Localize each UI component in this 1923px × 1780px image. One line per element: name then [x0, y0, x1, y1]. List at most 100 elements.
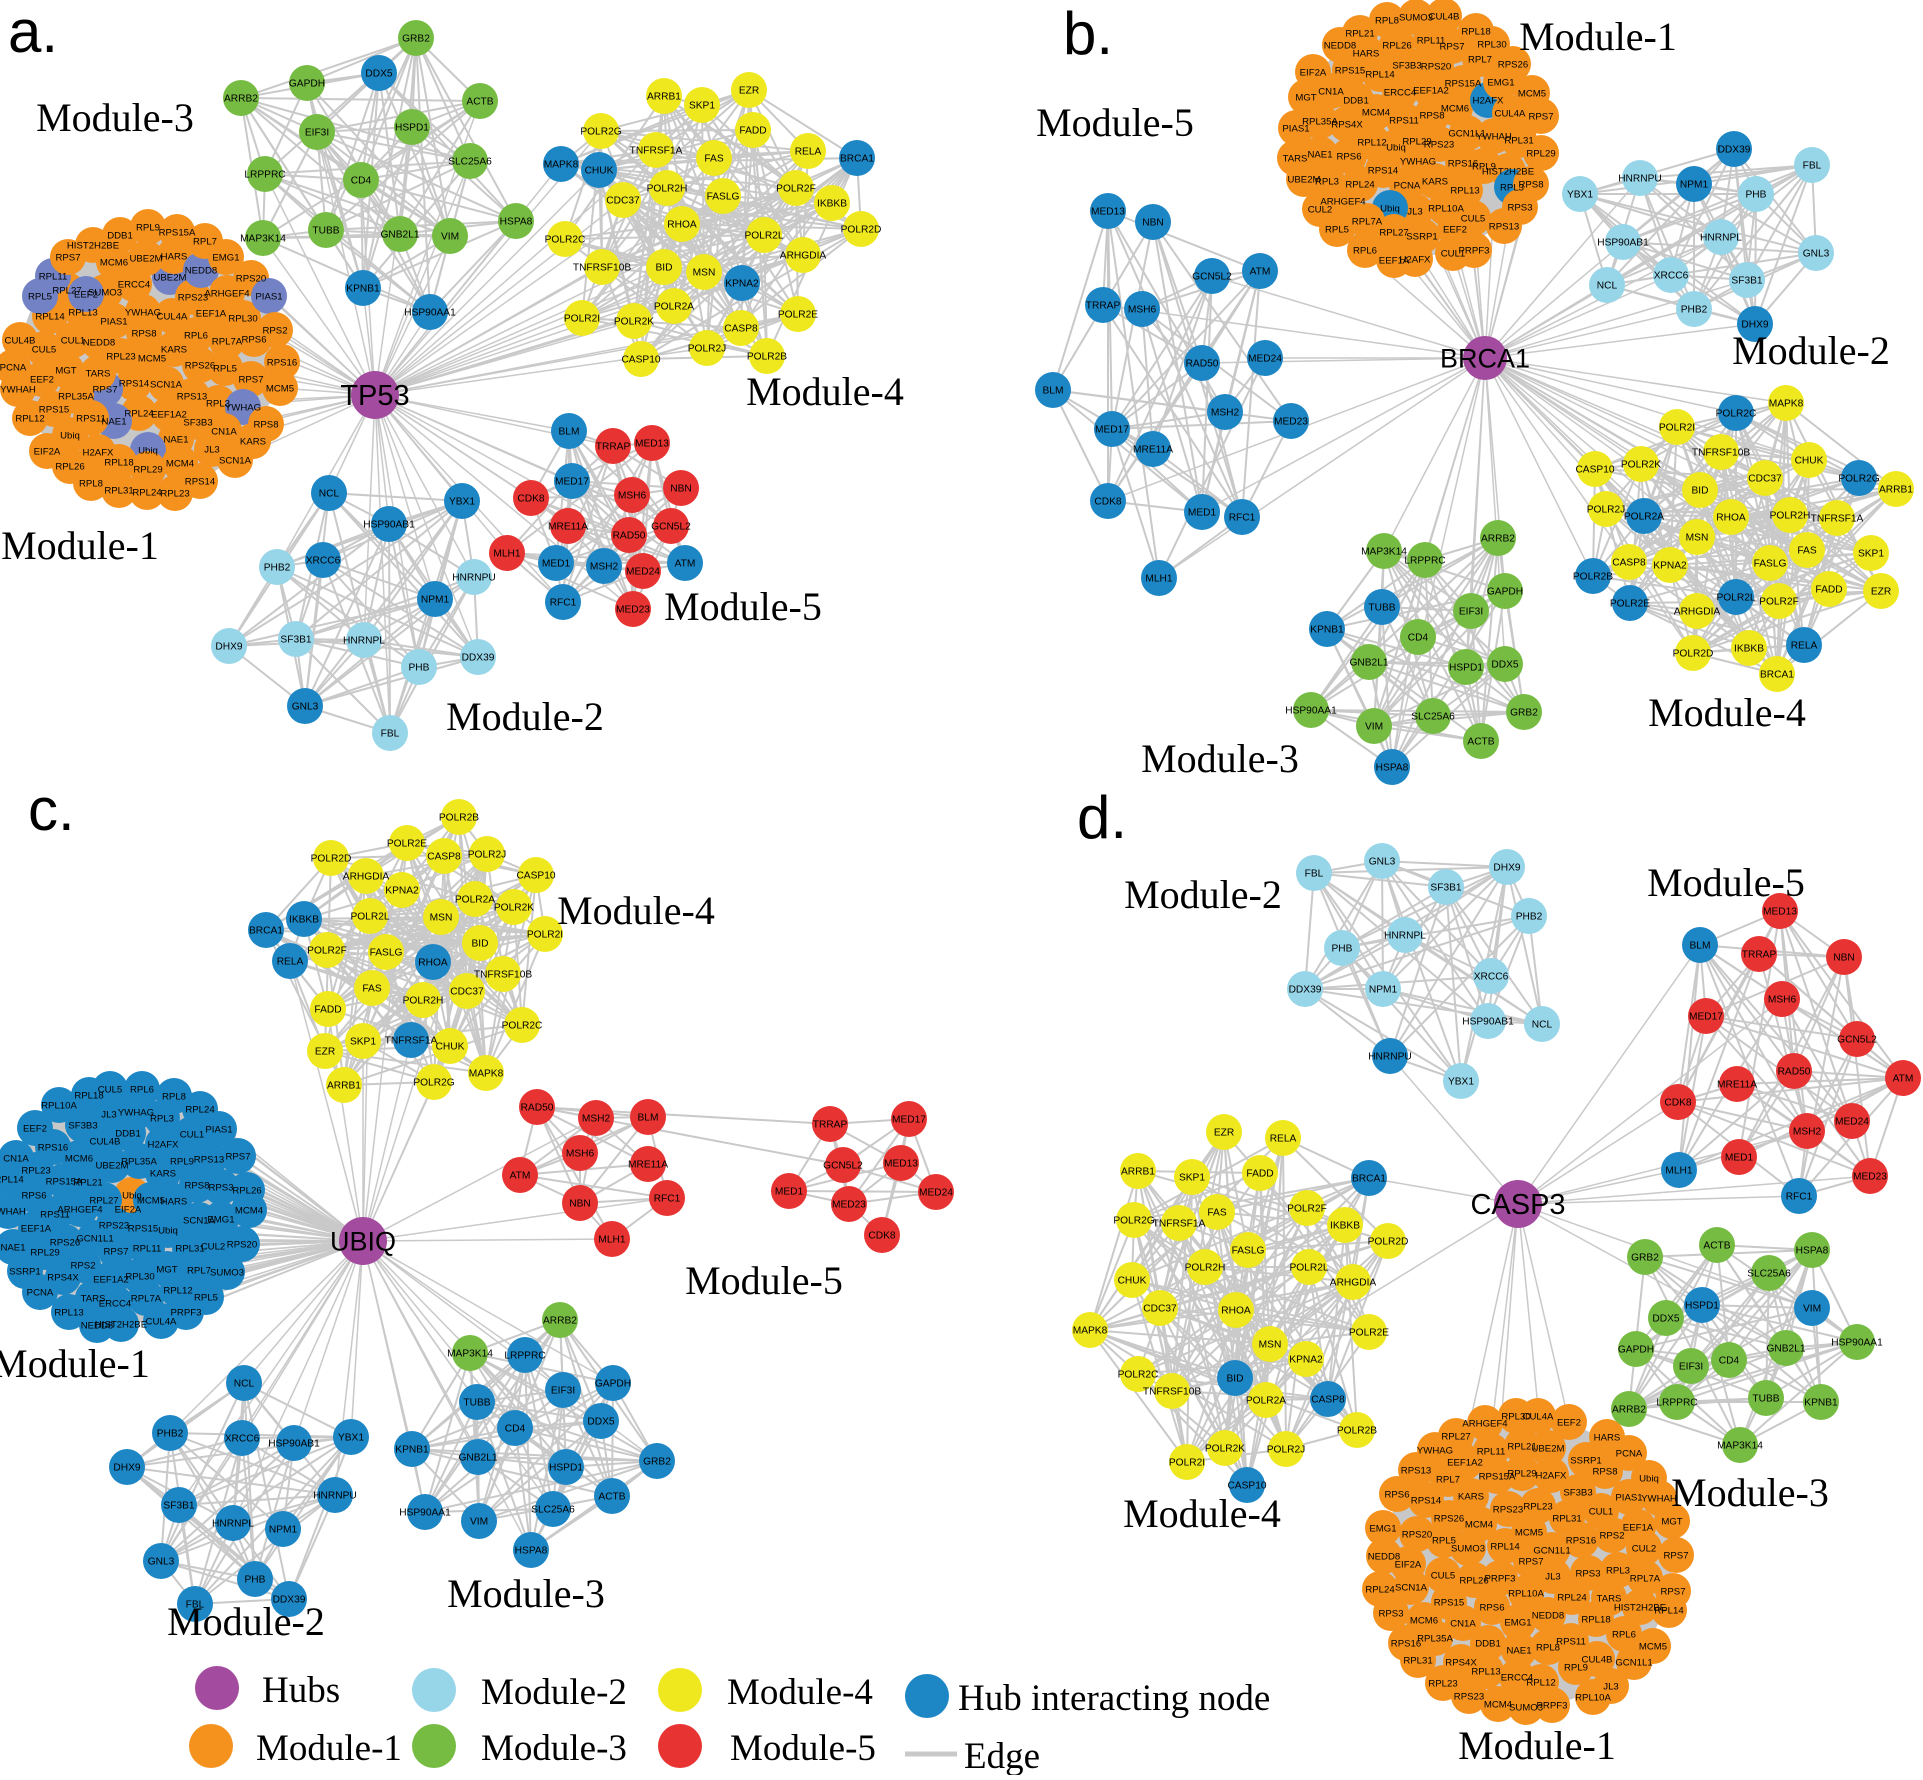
svg-text:RPL24: RPL24 — [124, 408, 154, 419]
svg-text:RPL21: RPL21 — [1507, 1441, 1536, 1452]
svg-text:RPL3: RPL3 — [1315, 176, 1339, 187]
svg-text:RPS15: RPS15 — [128, 1223, 158, 1234]
svg-text:UBE2M: UBE2M — [153, 272, 186, 283]
svg-text:EEF1A: EEF1A — [196, 308, 227, 319]
svg-text:NPM1: NPM1 — [421, 595, 450, 606]
svg-text:HIST2H2BE: HIST2H2BE — [95, 1319, 147, 1330]
svg-text:GNB2L1: GNB2L1 — [380, 230, 419, 241]
svg-text:RPL8: RPL8 — [1375, 15, 1399, 26]
svg-text:Edge: Edge — [964, 1736, 1040, 1775]
svg-text:RPS16: RPS16 — [38, 1142, 68, 1153]
svg-text:EEF2: EEF2 — [1557, 1417, 1581, 1428]
svg-text:CDK8: CDK8 — [868, 1231, 896, 1242]
svg-text:EIF3I: EIF3I — [1459, 607, 1483, 618]
svg-text:RPS26: RPS26 — [1498, 59, 1528, 70]
svg-text:RPS7: RPS7 — [225, 1151, 250, 1162]
svg-text:RPL27: RPL27 — [1379, 227, 1408, 238]
svg-text:RPS8: RPS8 — [253, 419, 278, 430]
svg-text:DDB1: DDB1 — [115, 1128, 141, 1139]
svg-text:VIM: VIM — [1365, 722, 1383, 733]
svg-text:PCNA: PCNA — [1616, 1448, 1643, 1459]
svg-text:CDK8: CDK8 — [1094, 497, 1122, 508]
svg-text:SKP1: SKP1 — [350, 1037, 376, 1048]
svg-text:SF3B1: SF3B1 — [163, 1501, 194, 1512]
svg-text:HNRNPU: HNRNPU — [313, 1491, 357, 1502]
svg-text:SUMO3: SUMO3 — [1451, 1543, 1485, 1554]
svg-text:RPS15A: RPS15A — [159, 227, 196, 238]
svg-text:RPS6: RPS6 — [1336, 151, 1361, 162]
svg-text:MED24: MED24 — [919, 1188, 953, 1199]
svg-text:HSP90AB1: HSP90AB1 — [1597, 238, 1649, 249]
svg-text:CUL2: CUL2 — [1308, 204, 1333, 215]
svg-text:RPL31: RPL31 — [1552, 1513, 1581, 1524]
svg-text:RPS16: RPS16 — [1566, 1535, 1596, 1546]
svg-text:Module-5: Module-5 — [664, 584, 822, 629]
svg-text:RPL30: RPL30 — [1501, 1411, 1530, 1422]
svg-text:SF3B3: SF3B3 — [1563, 1487, 1592, 1498]
svg-text:RPS7: RPS7 — [238, 374, 263, 385]
svg-text:CN1A: CN1A — [3, 1153, 29, 1164]
svg-text:RPS8: RPS8 — [1419, 110, 1444, 121]
svg-text:RPL23: RPL23 — [1523, 1501, 1552, 1512]
svg-text:Module-4: Module-4 — [1123, 1491, 1281, 1536]
svg-text:CN1A: CN1A — [211, 426, 237, 437]
svg-text:RPS4X: RPS4X — [1445, 1657, 1477, 1668]
svg-text:CASP10: CASP10 — [1227, 1481, 1266, 1492]
svg-text:TNFRSF10B: TNFRSF10B — [474, 970, 533, 981]
svg-text:Module-3: Module-3 — [1141, 736, 1299, 781]
svg-text:RPS26: RPS26 — [50, 1237, 80, 1248]
svg-text:ARHGEF4: ARHGEF4 — [204, 288, 250, 299]
svg-text:RELA: RELA — [1270, 1134, 1297, 1145]
svg-text:RPS6: RPS6 — [1384, 1489, 1409, 1500]
svg-text:ATM: ATM — [510, 1171, 531, 1182]
svg-text:MGT: MGT — [1295, 92, 1316, 103]
svg-text:MCM4: MCM4 — [235, 1205, 264, 1216]
svg-text:MCM5: MCM5 — [1639, 1641, 1667, 1652]
svg-text:RPS15: RPS15 — [39, 404, 69, 415]
svg-text:GAPDH: GAPDH — [1487, 587, 1523, 598]
svg-text:RPL14: RPL14 — [1490, 1541, 1520, 1552]
svg-text:EZR: EZR — [1871, 587, 1891, 598]
svg-text:IKBKB: IKBKB — [1330, 1221, 1360, 1232]
svg-text:RPL27: RPL27 — [89, 1195, 118, 1206]
svg-text:RPL26: RPL26 — [55, 461, 84, 472]
svg-text:MSN: MSN — [1259, 1340, 1282, 1351]
svg-text:MAPK8: MAPK8 — [1073, 1326, 1108, 1337]
svg-text:RPL27: RPL27 — [52, 285, 81, 296]
svg-text:GRB2: GRB2 — [1631, 1253, 1659, 1264]
svg-text:DDX39: DDX39 — [273, 1595, 306, 1606]
svg-text:DDX5: DDX5 — [587, 1417, 615, 1428]
svg-text:RPL29: RPL29 — [133, 464, 162, 475]
svg-text:ARRB2: ARRB2 — [1612, 1405, 1646, 1416]
svg-text:TARS: TARS — [81, 1293, 106, 1304]
svg-text:ATM: ATM — [675, 559, 696, 570]
svg-text:MED13: MED13 — [1763, 907, 1797, 918]
svg-text:Module-3: Module-3 — [481, 1728, 627, 1769]
svg-text:MED1: MED1 — [775, 1187, 804, 1198]
svg-text:SF3B1: SF3B1 — [1430, 883, 1461, 894]
svg-text:RPL11: RPL11 — [39, 271, 68, 282]
svg-text:SCN1A: SCN1A — [183, 1215, 216, 1226]
svg-text:RPS23: RPS23 — [1424, 139, 1454, 150]
svg-text:RPL29: RPL29 — [1526, 148, 1555, 159]
svg-text:HSPA8: HSPA8 — [1796, 1246, 1829, 1257]
svg-text:RPS15: RPS15 — [1434, 1597, 1464, 1608]
svg-text:CUL1: CUL1 — [1589, 1506, 1614, 1517]
svg-text:RPL35A: RPL35A — [1302, 116, 1338, 127]
svg-text:RELA: RELA — [795, 147, 822, 158]
svg-text:RFC1: RFC1 — [1786, 1192, 1813, 1203]
svg-text:KARS: KARS — [161, 344, 187, 355]
svg-text:FBL: FBL — [1803, 161, 1822, 172]
svg-text:POLR2F: POLR2F — [1759, 597, 1799, 608]
svg-text:YWHAG: YWHAG — [1417, 1445, 1453, 1456]
svg-text:POLR2E: POLR2E — [387, 839, 427, 850]
svg-text:MED1: MED1 — [1188, 508, 1217, 519]
svg-text:KARS: KARS — [240, 436, 266, 447]
svg-text:CUL4A: CUL4A — [1495, 108, 1527, 119]
svg-text:FAS: FAS — [1207, 1208, 1226, 1219]
svg-text:CUL4A: CUL4A — [1523, 1411, 1555, 1422]
svg-text:HNRNPU: HNRNPU — [1618, 174, 1662, 185]
svg-text:MAP3K14: MAP3K14 — [1717, 1441, 1763, 1452]
svg-text:EIF3I: EIF3I — [305, 128, 329, 139]
svg-text:MAP3K14: MAP3K14 — [447, 1349, 493, 1360]
